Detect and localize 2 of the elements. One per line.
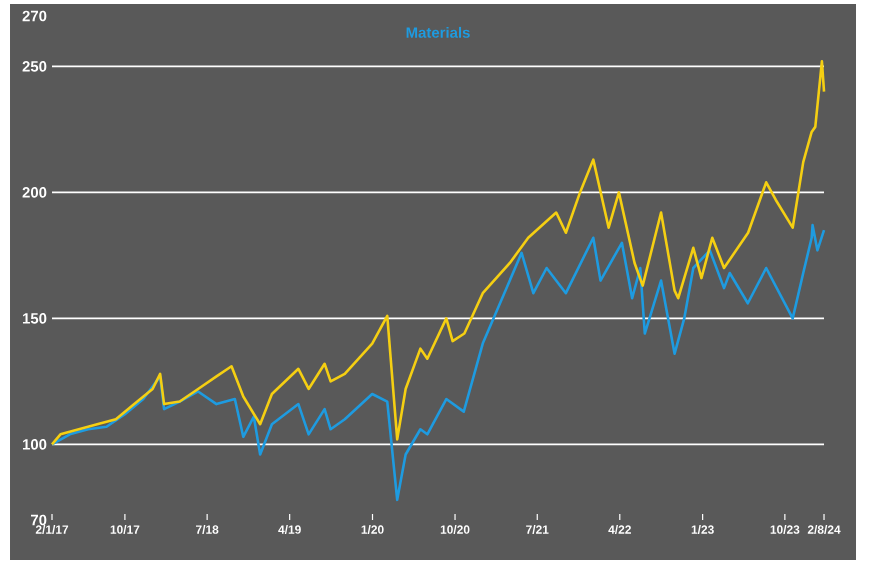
line-series [50,60,826,446]
line-series [50,223,826,502]
